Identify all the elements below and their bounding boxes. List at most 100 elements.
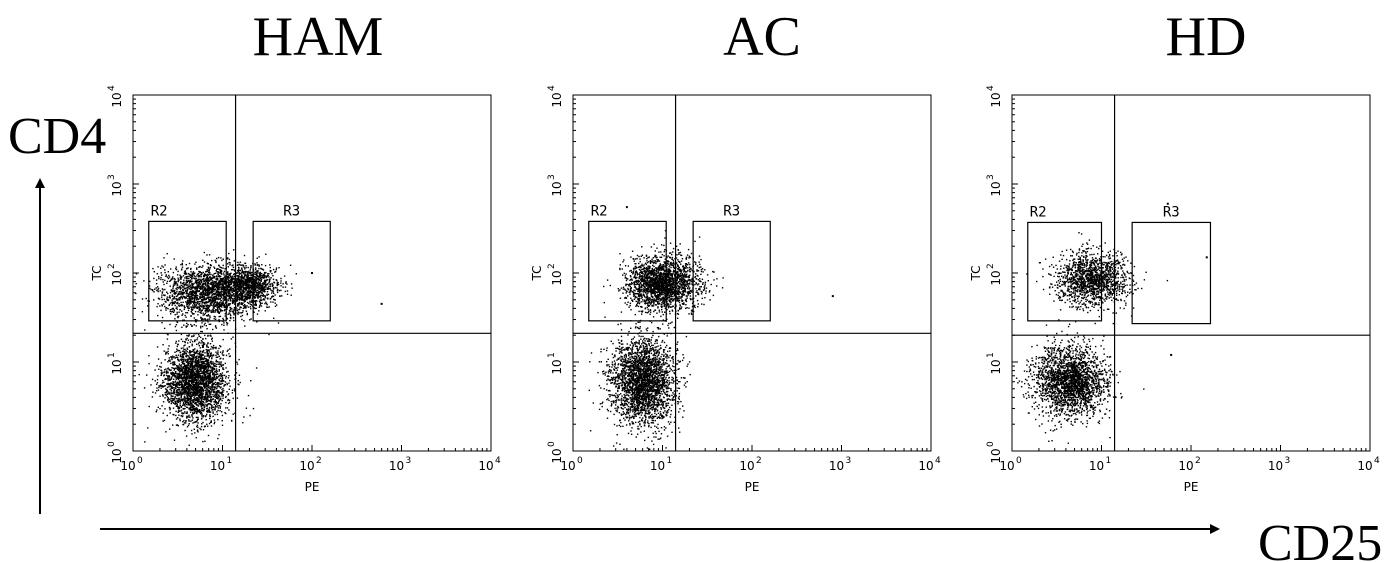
event-dot [166,291,168,293]
event-dot [213,386,215,388]
event-dot [172,373,174,375]
event-dot [230,314,232,317]
event-dot [193,287,196,289]
event-dot [179,371,181,373]
event-dot [189,359,192,361]
event-dot [205,325,207,327]
event-dot [212,412,214,414]
event-dot [216,393,218,396]
event-dot [172,395,174,397]
event-dot [170,268,172,270]
event-dot [171,355,174,357]
event-dot [177,417,179,419]
event-dot [190,371,192,373]
event-dot [217,384,219,386]
event-dot [185,401,187,403]
event-dot [159,290,161,292]
event-dot [182,360,185,362]
event-dot [244,325,246,327]
event-dot [199,296,201,298]
event-dot [159,384,162,386]
event-dot [201,330,203,333]
event-dot [282,286,284,288]
event-dot [221,379,223,381]
event-dot [240,299,243,301]
event-dot [212,363,215,366]
event-dot [194,292,196,294]
event-dot [232,273,235,276]
event-dot [176,382,178,384]
event-dot [212,391,214,393]
event-dot [187,386,189,388]
event-dot [173,280,176,283]
event-dot [262,281,264,284]
event-dot [211,338,213,340]
event-dot [169,428,171,430]
event-dot [203,368,206,370]
event-dot [178,365,180,367]
event-dot [195,277,197,279]
event-dot [202,416,204,418]
event-dot [251,294,253,296]
event-dot [192,355,195,358]
x-axis-label-cd25: CD25 [1258,515,1382,562]
event-dot [176,298,178,300]
event-dot [203,324,206,326]
event-dot [182,376,184,378]
event-dot [209,289,211,291]
event-dot [183,370,186,372]
event-dot [203,343,205,346]
event-dot [192,392,195,394]
event-dot [206,393,209,395]
event-dot [216,304,218,306]
event-dot [204,274,206,277]
event-dot [209,355,211,357]
event-dot [144,441,146,443]
event-dot [190,396,192,399]
event-dot [212,361,214,363]
event-dot [189,407,192,410]
event-dot [213,296,215,298]
event-dot [230,308,232,310]
event-dot [203,261,206,263]
event-dot [169,297,171,299]
event-dot [200,378,202,380]
event-dot [238,299,241,301]
event-dot [171,304,173,306]
event-dot [180,395,182,397]
event-dot [200,425,203,428]
event-dot [154,392,157,394]
event-dot [184,403,187,405]
event-dot [185,378,187,381]
event-dot [192,407,194,409]
event-dot [184,387,186,389]
event-dot [196,392,198,395]
event-dot [207,271,210,274]
event-dot [218,298,220,300]
event-dot [201,322,203,324]
event-dot [182,260,184,262]
event-dot [200,376,203,378]
event-dot [181,266,184,268]
event-dot [208,387,210,390]
event-dot [209,316,211,319]
event-dot [171,301,173,304]
event-dot [162,420,164,422]
event-dot [184,399,186,401]
event-dot [189,354,191,356]
event-dot [225,367,227,369]
event-dot [196,275,198,277]
event-dot [162,394,164,396]
event-dot [207,399,209,402]
event-dot [206,350,208,352]
event-dot [199,374,202,377]
event-dot [194,421,196,424]
event-dot [190,311,192,313]
event-dot [249,301,251,303]
event-dot [161,304,163,306]
event-dot [222,368,225,371]
panel-title-hd: HD [1166,6,1247,68]
event-dot [181,310,183,312]
event-dot [280,285,282,287]
event-dot [239,297,241,300]
